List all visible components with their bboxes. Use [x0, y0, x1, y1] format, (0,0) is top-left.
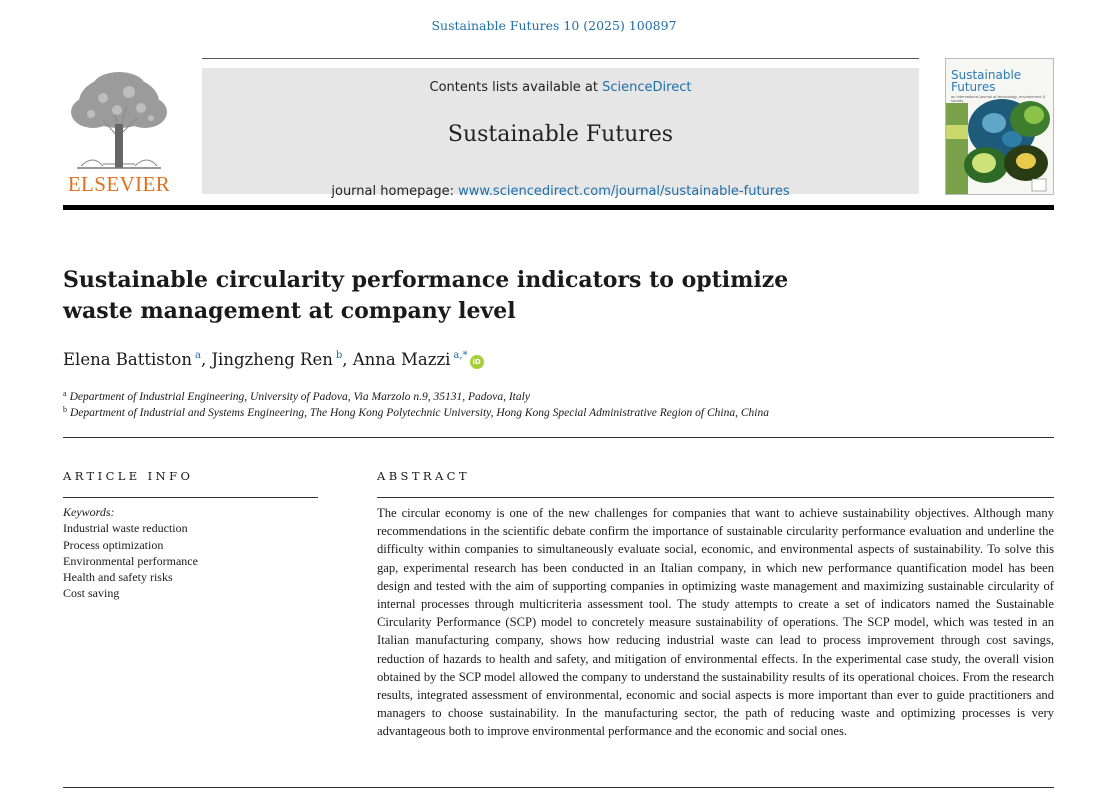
- header-rule: [63, 205, 1054, 210]
- contents-line: Contents lists available at ScienceDirec…: [202, 80, 919, 95]
- cover-subtitle: an international journal of technology, …: [951, 95, 1046, 103]
- affiliation-text: Department of Industrial and Systems Eng…: [70, 407, 769, 419]
- article-title: Sustainable circularity performance indi…: [63, 267, 789, 324]
- sciencedirect-link[interactable]: ScienceDirect: [602, 80, 692, 95]
- elsevier-tree-icon[interactable]: [63, 68, 175, 194]
- cover-title-line2: Futures: [951, 80, 996, 94]
- affiliation-text: Department of Industrial Engineering, Un…: [69, 391, 530, 403]
- affiliations-rule: [63, 437, 1054, 438]
- journal-cover-image[interactable]: Sustainable Futures an international jou…: [945, 58, 1054, 195]
- cover-title: Sustainable Futures: [951, 69, 1021, 93]
- affiliation-b: b Department of Industrial and Systems En…: [63, 405, 769, 419]
- contents-prefix: Contents lists available at: [429, 80, 603, 95]
- abstract-heading: ABSTRACT: [377, 469, 470, 483]
- keywords-list: Keywords: Industrial waste reduction Pro…: [63, 504, 198, 602]
- author-affiliation-marker[interactable]: a,*: [453, 350, 468, 361]
- author-name[interactable]: Jingzheng Ren: [211, 350, 333, 369]
- keywords-label: Keywords:: [63, 505, 115, 519]
- affiliation-a: a Department of Industrial Engineering, U…: [63, 389, 530, 403]
- abstract-bottom-rule: [63, 787, 1054, 788]
- banner-top-rule: [202, 58, 919, 59]
- keyword-item: Health and safety risks: [63, 570, 173, 585]
- keyword-item: Industrial waste reduction: [63, 521, 188, 536]
- article-info-rule: [63, 497, 318, 498]
- homepage-line: journal homepage: www.sciencedirect.com/…: [202, 184, 919, 199]
- elsevier-wordmark[interactable]: ELSEVIER: [67, 172, 171, 196]
- author-affiliation-marker[interactable]: a: [194, 350, 201, 361]
- affiliation-marker: b: [63, 405, 67, 414]
- abstract-rule: [377, 497, 1054, 498]
- journal-citation[interactable]: Sustainable Futures 10 (2025) 100897: [431, 18, 677, 33]
- author-list: Elena Battiston a, Jingzheng Ren b, Anna M…: [63, 350, 484, 369]
- journal-banner: Contents lists available at ScienceDirec…: [202, 58, 919, 199]
- cover-artwork-icon: [946, 99, 1050, 194]
- abstract-body: The circular economy is one of the new c…: [377, 506, 1054, 739]
- homepage-prefix: journal homepage:: [331, 184, 459, 199]
- author-name[interactable]: Elena Battiston: [63, 350, 192, 369]
- keyword-item: Cost saving: [63, 586, 120, 601]
- affiliation-marker: a: [63, 389, 67, 398]
- cover-title-line1: Sustainable: [951, 68, 1022, 82]
- journal-title: Sustainable Futures: [447, 122, 674, 147]
- journal-header: ELSEVIER Contents lists available at Sci…: [63, 58, 1054, 204]
- journal-homepage-link[interactable]: www.sciencedirect.com/journal/sustainabl…: [458, 184, 790, 199]
- author-name[interactable]: Anna Mazzi: [352, 350, 451, 369]
- article-info-heading: ARTICLE INFO: [63, 469, 194, 483]
- keyword-item: Process optimization: [63, 537, 164, 552]
- keyword-item: Environmental performance: [63, 553, 198, 568]
- banner-background: Contents lists available at ScienceDirec…: [202, 68, 919, 199]
- author-affiliation-marker[interactable]: b: [335, 350, 343, 361]
- orcid-icon[interactable]: iD: [469, 355, 484, 369]
